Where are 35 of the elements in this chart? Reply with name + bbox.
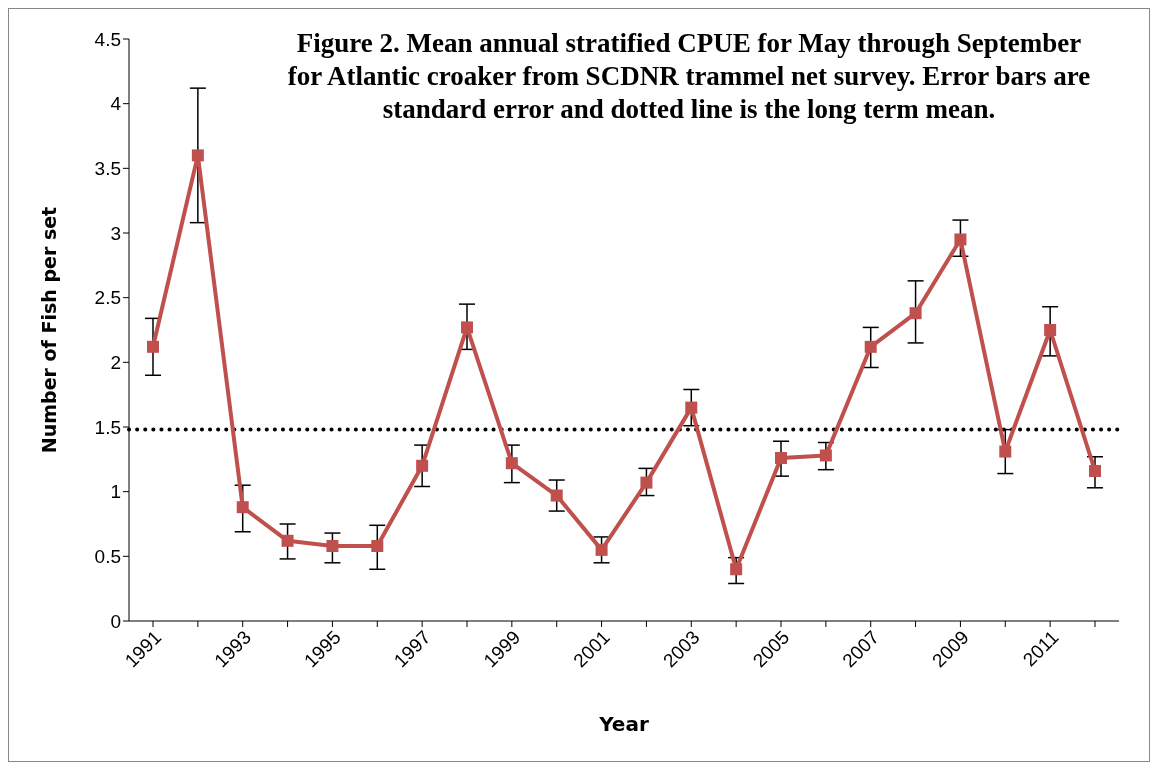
y-tick-label: 1.5 bbox=[94, 416, 121, 438]
point bbox=[1089, 464, 1101, 477]
y-tick-label: 2.5 bbox=[94, 287, 121, 309]
point bbox=[864, 340, 877, 353]
point bbox=[1044, 324, 1057, 336]
point bbox=[819, 449, 832, 462]
y-tick-label: 0.5 bbox=[94, 546, 121, 568]
y-tick-label: 3 bbox=[110, 222, 121, 244]
y-tick-label: 4.5 bbox=[94, 28, 121, 50]
point bbox=[416, 459, 429, 472]
y-tick-label: 2 bbox=[110, 352, 121, 374]
y-tick-label: 0 bbox=[110, 610, 121, 632]
x-axis-title: Year bbox=[598, 712, 649, 736]
point bbox=[236, 501, 249, 514]
point bbox=[595, 543, 608, 556]
y-axis-title: Number of Fish per set bbox=[37, 206, 60, 454]
point bbox=[550, 489, 563, 502]
point bbox=[147, 340, 159, 353]
y-tick-label: 1 bbox=[110, 481, 121, 503]
point bbox=[191, 149, 204, 162]
point bbox=[505, 457, 518, 470]
point bbox=[954, 233, 967, 246]
point bbox=[371, 539, 384, 552]
point bbox=[775, 452, 787, 465]
point bbox=[999, 445, 1012, 458]
text: Figure 2. Mean annual stratified CPUE for May through September for Atlantic croaker from SCDNR trammel net survey. Error bars are standard error and dotted line is the long term mean. bbox=[286, 27, 1092, 126]
point bbox=[685, 401, 698, 414]
point bbox=[909, 307, 922, 320]
point bbox=[730, 563, 743, 576]
point bbox=[326, 539, 339, 552]
y-tick-label: 4 bbox=[110, 93, 122, 115]
point bbox=[461, 321, 473, 334]
point bbox=[281, 534, 294, 547]
point bbox=[640, 476, 653, 489]
y-tick-label: 3.5 bbox=[94, 158, 121, 180]
